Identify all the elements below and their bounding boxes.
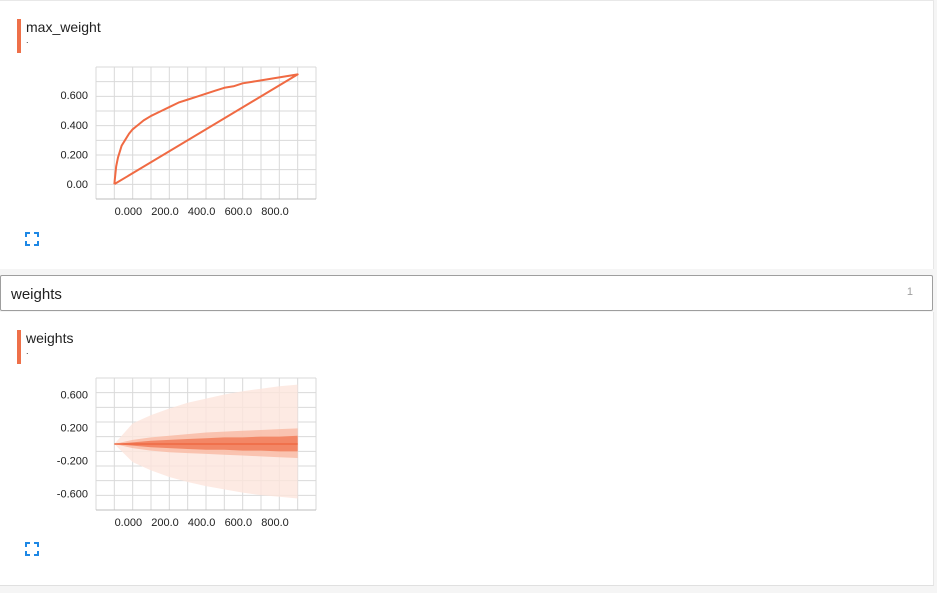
x-tick-label: 200.0 xyxy=(151,206,179,218)
fullscreen-icon[interactable] xyxy=(24,231,40,247)
x-tick-label: 600.0 xyxy=(225,517,253,529)
x-tick-label: 0.000 xyxy=(115,517,143,529)
card-title-block: max_weight . xyxy=(17,19,101,53)
card-title-block: weights . xyxy=(17,330,73,364)
y-tick-label: 0.400 xyxy=(60,120,88,132)
fullscreen-icon[interactable] xyxy=(24,541,40,557)
y-tick-label: -0.200 xyxy=(57,456,88,468)
y-tick-label: -0.600 xyxy=(57,489,88,501)
y-tick-label: 0.200 xyxy=(60,150,88,162)
y-tick-label: 0.600 xyxy=(60,90,88,102)
card-title: weights xyxy=(26,330,74,346)
max-weight-chart[interactable]: 0.000 200.0 400.0 600.0 800.0 0.600 0.400 0.200… xyxy=(40,59,330,221)
x-tick-label: 200.0 xyxy=(151,517,179,529)
x-tick-label: 400.0 xyxy=(188,206,216,218)
card-title: max_weight xyxy=(26,19,101,35)
weights-card: weights . 0.000 200.0 400.0 600.0 800.0 0.600… xyxy=(0,312,934,586)
series-line xyxy=(113,73,299,186)
weights-distribution-chart[interactable]: 0.000 200.0 400.0 600.0 800.0 0.600 0.200 -0.20… xyxy=(40,370,330,532)
x-tick-label: 400.0 xyxy=(188,517,216,529)
x-tick-label: 800.0 xyxy=(261,517,289,529)
y-tick-label: 0.00 xyxy=(67,179,88,191)
y-tick-label: 0.200 xyxy=(60,423,88,435)
y-tick-label: 0.600 xyxy=(60,390,88,402)
x-tick-label: 800.0 xyxy=(261,206,289,218)
card-subtitle: . xyxy=(26,346,29,356)
x-tick-label: 600.0 xyxy=(225,206,253,218)
section-count-badge: 1 xyxy=(906,286,913,298)
card-subtitle: . xyxy=(26,35,29,45)
x-tick-label: 0.000 xyxy=(115,206,143,218)
section-header-weights[interactable]: weights 1 xyxy=(0,275,933,311)
section-title: weights xyxy=(11,286,62,303)
max-weight-card: max_weight . 0.000 200.0 400.0 600.0 800.0 0.… xyxy=(0,0,934,269)
